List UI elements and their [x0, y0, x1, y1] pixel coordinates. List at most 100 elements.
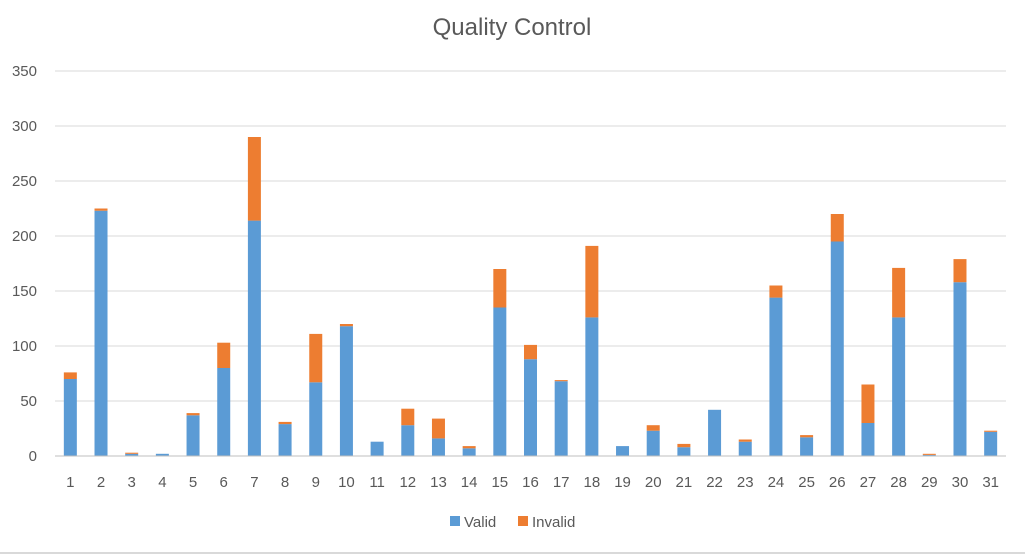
legend-label-invalid: Invalid: [532, 514, 575, 531]
x-tick-label: 1: [66, 474, 74, 491]
x-tick-label: 28: [890, 474, 907, 491]
bar-valid-31: [984, 431, 998, 456]
bar-valid-21: [677, 447, 691, 456]
x-tick-label: 18: [584, 474, 601, 491]
x-tick-label: 21: [676, 474, 693, 491]
x-tick-label: 26: [829, 474, 846, 491]
bar-valid-8: [278, 424, 292, 456]
gridlines: [55, 70, 1006, 402]
x-tick-label: 24: [768, 474, 785, 491]
bar-valid-27: [861, 423, 875, 456]
legend-swatch-invalid: [518, 516, 528, 526]
chart-title: Quality Control: [433, 14, 592, 41]
bar-valid-20: [646, 430, 660, 456]
bar-valid-5: [186, 415, 200, 456]
x-tick-label: 6: [220, 474, 228, 491]
x-tick-label: 7: [250, 474, 258, 491]
bar-invalid-20: [646, 425, 660, 431]
x-tick-label: 30: [952, 474, 969, 491]
x-axis-tick-labels: 1 2 3 4 5 6 7 8 9 10 11 12 13 14 15 16 17 18 19 20 21 22 23 24 2…: [66, 474, 999, 491]
bar-invalid-14: [462, 446, 476, 449]
x-tick-label: 20: [645, 474, 662, 491]
bar-invalid-15: [493, 269, 507, 308]
bar-valid-11: [370, 441, 384, 456]
x-tick-label: 19: [614, 474, 631, 491]
bar-valid-9: [309, 382, 323, 456]
bar-valid-13: [431, 438, 445, 456]
bar-invalid-21: [677, 443, 691, 448]
bar-valid-15: [493, 307, 507, 456]
bar-invalid-5: [186, 413, 200, 416]
bar-invalid-10: [339, 324, 353, 327]
x-tick-label: 17: [553, 474, 570, 491]
y-tick-label: 100: [12, 338, 37, 355]
x-tick-label: 22: [706, 474, 723, 491]
bar-valid-2: [94, 210, 108, 456]
bar-invalid-29: [922, 453, 936, 455]
legend: Valid Invalid: [450, 514, 575, 531]
x-tick-label: 25: [798, 474, 815, 491]
y-tick-label: 50: [20, 393, 37, 410]
bar-invalid-26: [830, 214, 844, 242]
bar-invalid-31: [984, 430, 998, 432]
x-tick-label: 16: [522, 474, 539, 491]
bar-invalid-8: [278, 421, 292, 425]
x-tick-label: 14: [461, 474, 478, 491]
bar-valid-3: [125, 453, 139, 456]
bar-invalid-6: [217, 342, 231, 368]
bar-valid-28: [892, 317, 906, 456]
y-tick-label: 150: [12, 283, 37, 300]
x-tick-label: 23: [737, 474, 754, 491]
bar-valid-25: [800, 437, 814, 456]
y-tick-label: 350: [12, 63, 37, 80]
bar-invalid-30: [953, 259, 967, 283]
x-tick-label: 9: [312, 474, 320, 491]
bar-valid-7: [247, 220, 261, 456]
bar-valid-14: [462, 448, 476, 456]
bar-valid-12: [401, 425, 415, 456]
bar-invalid-9: [309, 333, 323, 383]
x-tick-label: 3: [128, 474, 136, 491]
legend-swatch-valid: [450, 516, 460, 526]
bar-valid-19: [616, 446, 630, 456]
x-tick-label: 15: [491, 474, 508, 491]
x-tick-label: 12: [399, 474, 416, 491]
x-tick-label: 29: [921, 474, 938, 491]
bar-invalid-25: [800, 435, 814, 438]
x-tick-label: 4: [158, 474, 166, 491]
bar-invalid-18: [585, 245, 599, 318]
y-tick-label: 300: [12, 118, 37, 135]
bar-invalid-17: [554, 380, 568, 382]
bar-invalid-23: [738, 439, 752, 442]
bar-invalid-13: [431, 418, 445, 439]
bar-valid-4: [155, 453, 169, 456]
bar-invalid-12: [401, 408, 415, 426]
x-tick-label: 2: [97, 474, 105, 491]
x-tick-label: 5: [189, 474, 197, 491]
bar-invalid-2: [94, 208, 108, 211]
bar-valid-17: [554, 381, 568, 456]
x-tick-label: 10: [338, 474, 355, 491]
y-tick-label: 200: [12, 228, 37, 245]
x-tick-label: 27: [860, 474, 877, 491]
bar-invalid-27: [861, 384, 875, 423]
bar-invalid-16: [524, 344, 537, 360]
bars: [63, 137, 998, 456]
bar-invalid-28: [892, 267, 906, 318]
bar-valid-16: [524, 359, 537, 456]
bar-valid-18: [585, 317, 599, 456]
bar-valid-1: [63, 379, 77, 456]
x-tick-label: 8: [281, 474, 289, 491]
bar-valid-30: [953, 282, 967, 456]
y-tick-label: 250: [12, 173, 37, 190]
chart-bottom-border: [0, 552, 1025, 554]
bar-valid-10: [339, 326, 353, 456]
x-tick-label: 11: [369, 474, 385, 491]
bar-valid-29: [922, 454, 936, 456]
x-tick-label: 13: [430, 474, 447, 491]
bar-invalid-3: [125, 452, 139, 454]
bar-valid-23: [738, 441, 752, 456]
x-tick-label: 31: [982, 474, 999, 491]
legend-label-valid: Valid: [464, 514, 496, 531]
